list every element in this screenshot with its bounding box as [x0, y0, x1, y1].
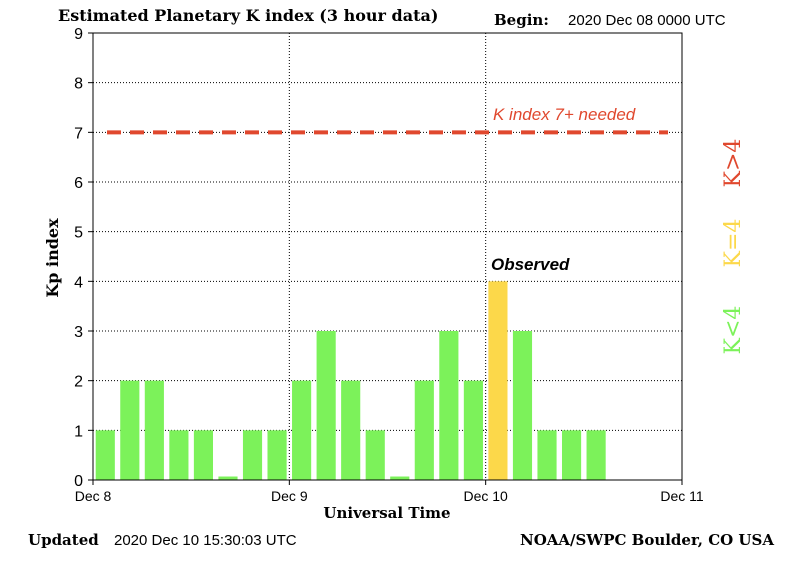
legend-item: K<4 [721, 306, 746, 355]
legend-item: K>4 [721, 139, 746, 188]
kp-bar [512, 331, 533, 480]
kp-bar [586, 430, 606, 480]
x-axis-label: Universal Time [323, 504, 450, 522]
chart-title: Estimated Planetary K index (3 hour data… [58, 6, 438, 25]
y-tick-label: 8 [74, 76, 83, 93]
x-tick-label: Dec 11 [660, 488, 704, 504]
kp-bar [169, 430, 189, 480]
begin-label: Begin: [494, 11, 549, 29]
credit-text: NOAA/SWPC Boulder, CO USA [520, 531, 774, 549]
y-axis-label: Kp index [43, 218, 62, 298]
kp-bar [463, 380, 483, 480]
kp-bar [365, 430, 385, 480]
y-tick-label: 4 [74, 274, 83, 291]
kp-bar [488, 281, 508, 480]
kp-bar [561, 430, 582, 480]
y-tick-label: 9 [74, 26, 83, 43]
legend-item: K=4 [721, 219, 746, 268]
kp-bar [292, 380, 312, 480]
y-tick-label: 5 [74, 225, 83, 242]
kp-bar [267, 430, 287, 480]
observed-annotation: Observed [491, 255, 570, 274]
y-tick-label: 3 [74, 324, 83, 341]
y-tick-label: 2 [74, 374, 83, 391]
y-tick-label: 0 [74, 473, 83, 490]
y-tick-label: 7 [74, 125, 83, 142]
legend: K<4 K=4 K>4 [721, 139, 746, 355]
y-tick-label: 6 [74, 175, 83, 192]
kp-bar [95, 430, 115, 480]
y-tick-label: 1 [74, 423, 83, 440]
plot-frame [92, 32, 683, 481]
x-tick-label: Dec 10 [463, 488, 508, 504]
kp-bar [193, 430, 214, 480]
x-ticks: Dec 8 Dec 9 Dec 10 Dec 11 [75, 480, 704, 504]
grid-lines [93, 33, 682, 480]
begin-value: 2020 Dec 08 0000 UTC [568, 12, 726, 29]
kp-bar [414, 380, 434, 480]
kp-bar [242, 430, 263, 480]
kp-bar [144, 380, 164, 480]
kp-bar [218, 476, 238, 480]
x-tick-label: Dec 8 [75, 488, 112, 504]
updated-label: Updated [28, 531, 99, 549]
kp-bar [120, 380, 140, 480]
updated-value: 2020 Dec 10 15:30:03 UTC [114, 532, 297, 549]
y-ticks: 0 1 2 3 4 5 6 7 8 9 [74, 26, 93, 490]
kp-bar [341, 380, 361, 480]
kp-bar [316, 331, 336, 480]
kp-bar [439, 331, 459, 480]
kp-bar [537, 430, 557, 480]
threshold-label: K index 7+ needed [493, 105, 636, 124]
bar-series [95, 281, 606, 480]
kp-bar [390, 476, 410, 480]
x-tick-label: Dec 9 [271, 488, 308, 504]
